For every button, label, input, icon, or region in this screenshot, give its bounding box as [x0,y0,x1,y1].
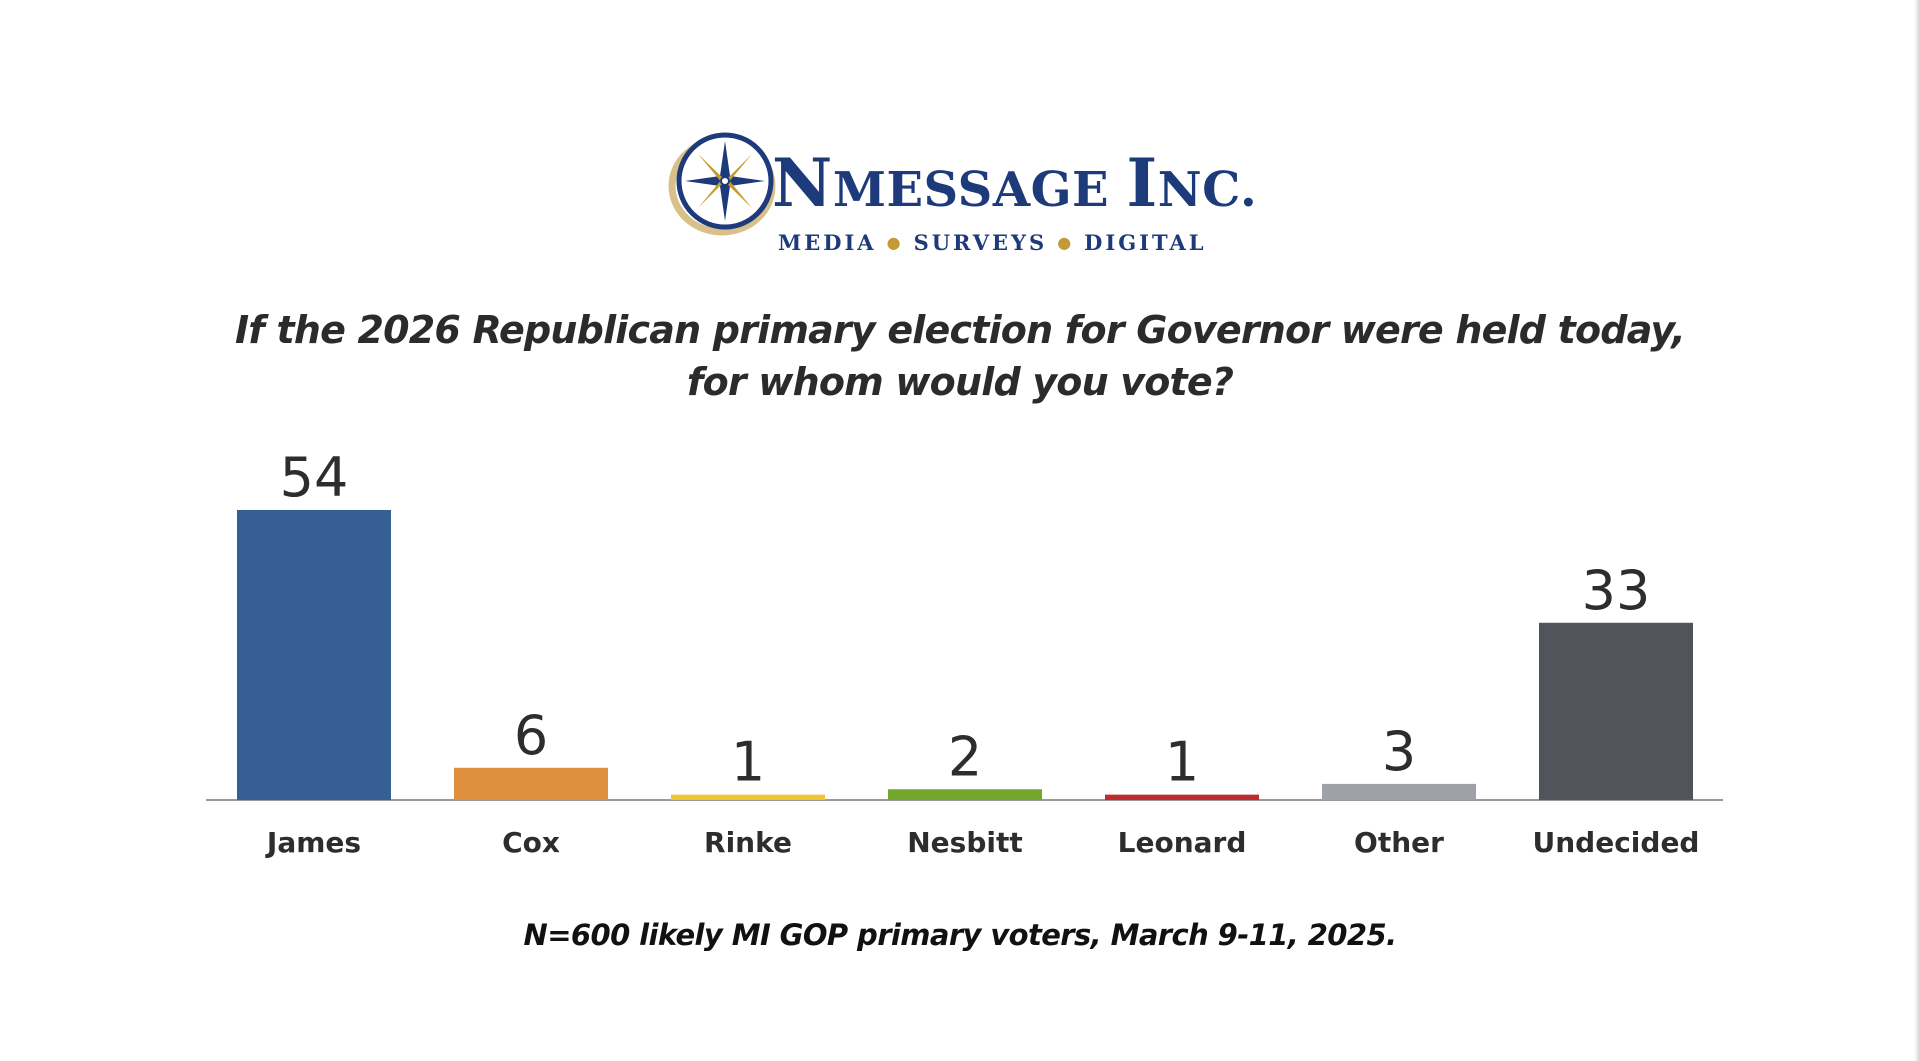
category-label-other: Other [1354,826,1444,859]
category-label-cox: Cox [502,826,560,859]
data-label-cox: 6 [514,704,548,767]
data-label-leonard: 1 [1165,731,1199,794]
data-label-rinke: 1 [731,731,765,794]
bar-leonard [1105,794,1259,800]
category-label-nesbitt: Nesbitt [907,826,1023,859]
bar-undecided [1539,622,1693,800]
slide-edge-shadow [1914,0,1920,1061]
bar-cox [454,767,608,800]
category-label-james: James [265,826,361,859]
bar-other [1322,783,1476,800]
chart-title: If the 2026 Republican primary election … [0,304,1920,408]
data-label-james: 54 [280,446,349,509]
chart-title-line-1: If the 2026 Republican primary election … [234,308,1686,352]
category-label-leonard: Leonard [1118,826,1247,859]
compass-icon [668,132,776,236]
bar-nesbitt [888,789,1042,800]
logo-tagline: MEDIA ● SURVEYS ● DIGITAL [778,230,1207,255]
data-label-nesbitt: 2 [948,725,982,788]
onmessage-logo: NMESSAGE INC. MEDIA ● SURVEYS ● DIGITAL [668,128,1268,262]
chart-title-line-2: for whom would you vote? [686,360,1234,404]
data-label-other: 3 [1382,720,1416,783]
data-label-undecided: 33 [1582,559,1651,622]
category-label-undecided: Undecided [1533,826,1700,859]
bar-rinke [671,794,825,800]
bar-james [237,510,391,800]
footnote: N=600 likely MI GOP primary voters, Marc… [523,918,1398,952]
category-label-rinke: Rinke [704,826,792,859]
logo-wordmark: NMESSAGE INC. [772,144,1258,222]
